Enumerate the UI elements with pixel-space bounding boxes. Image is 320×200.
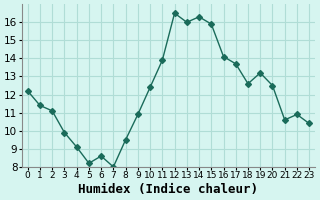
X-axis label: Humidex (Indice chaleur): Humidex (Indice chaleur) (78, 183, 259, 196)
